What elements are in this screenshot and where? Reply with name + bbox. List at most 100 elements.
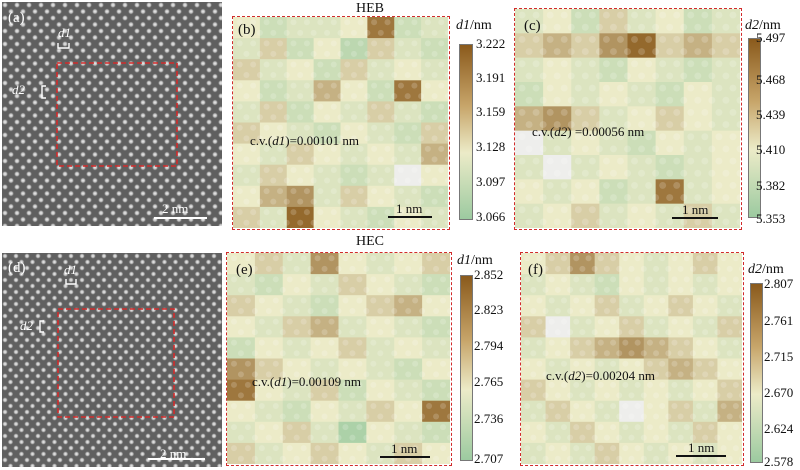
atom-dot	[321, 434, 328, 441]
atom-dot	[446, 350, 450, 357]
atom-dot	[696, 297, 703, 304]
atom-dot	[591, 413, 598, 420]
atom-dot	[237, 371, 244, 378]
atom-dot	[554, 265, 561, 272]
colorbar-tick: 5.439	[756, 107, 786, 122]
atom-dot	[532, 206, 540, 214]
heatmap-cell	[692, 442, 719, 464]
atom-dot	[714, 413, 721, 420]
atom-dot	[694, 218, 702, 226]
atom-dot	[391, 114, 398, 121]
atom-dot	[328, 339, 335, 346]
atom-dot	[250, 188, 257, 195]
atom-dot	[536, 360, 543, 367]
atom-dot	[317, 209, 324, 216]
atom-dot	[335, 286, 342, 293]
heatmap-cell	[227, 274, 256, 296]
atom-dot	[585, 339, 592, 346]
atom-dot	[404, 156, 411, 163]
atom-dot	[708, 48, 716, 56]
atom-dot	[683, 402, 690, 409]
atom-dot	[729, 84, 737, 92]
atom-dot	[364, 219, 371, 226]
atom-dot	[738, 413, 742, 420]
atom-dot	[602, 206, 610, 214]
atom-dot	[293, 455, 300, 462]
heatmap-cell	[254, 253, 284, 275]
atom-dot	[243, 198, 250, 205]
heatmap-cell	[711, 106, 740, 132]
atom-dot	[236, 82, 243, 89]
heatmap-cell	[394, 421, 423, 444]
atom-dot	[532, 35, 540, 43]
heatmap-cell	[515, 9, 544, 34]
heatmap-cell	[394, 59, 422, 81]
atom-dot	[714, 329, 721, 336]
atom-dot	[297, 114, 304, 121]
heatmap-cell	[570, 400, 596, 423]
atom-dot	[729, 206, 737, 214]
atom-dot	[536, 297, 543, 304]
atom-dot	[300, 339, 307, 346]
atom-dot	[653, 308, 660, 315]
atom-dot	[581, 145, 589, 153]
atom-dot	[283, 29, 290, 36]
atom-dot	[701, 60, 709, 68]
atom-dot	[645, 35, 653, 43]
heatmap-cell	[717, 295, 742, 317]
atom-dot	[708, 318, 715, 325]
atom-dot	[349, 392, 356, 399]
heatmap-cell	[668, 400, 694, 423]
atom-dot	[588, 60, 596, 68]
heatmap-cell	[422, 337, 450, 360]
atom-dot	[377, 265, 384, 272]
atom-dot	[314, 445, 321, 452]
atom-dot	[738, 371, 742, 378]
atom-dot	[726, 371, 733, 378]
atom-dot	[317, 188, 324, 195]
atom-dot	[363, 350, 370, 357]
heatmap-cell	[394, 101, 422, 124]
atom-dot	[317, 145, 324, 152]
atom-dot	[356, 445, 363, 452]
atom-dot	[628, 413, 635, 420]
atom-dot	[645, 206, 653, 214]
atom-dot	[391, 371, 398, 378]
heatmap-cell	[545, 295, 571, 317]
atom-dot	[732, 445, 739, 452]
atom-dot	[659, 206, 667, 214]
atom-dot	[357, 188, 364, 195]
atom-dot	[646, 255, 653, 262]
atom-dot	[324, 177, 331, 184]
atom-dot	[622, 339, 629, 346]
atom-dot	[363, 308, 370, 315]
atom-dot	[646, 445, 653, 452]
atom-dot	[391, 308, 398, 315]
atom-dot	[256, 29, 263, 36]
atom-dot	[277, 166, 284, 173]
atom-dot	[344, 19, 351, 26]
atom-dot	[726, 434, 733, 441]
heatmap-cell	[655, 82, 685, 107]
heatmap-cell	[421, 59, 448, 81]
atom-dot	[237, 286, 244, 293]
heatmap-cell	[711, 82, 740, 107]
heatmap-cell	[594, 358, 620, 381]
atom-dot	[283, 72, 290, 79]
atom-dot	[702, 371, 709, 378]
heatmap-cell	[711, 9, 740, 34]
atom-dot	[419, 371, 426, 378]
atom-dot	[567, 72, 575, 80]
atom-dot	[397, 82, 404, 89]
atom-dot	[640, 434, 647, 441]
heatmap-cell	[394, 143, 422, 166]
heatmap-cell	[692, 379, 719, 402]
atom-dot	[244, 381, 251, 388]
atom-dot	[433, 286, 440, 293]
heatmap-cell	[571, 57, 600, 83]
atom-dot	[391, 286, 398, 293]
atom-dot	[317, 19, 324, 26]
atom-dot	[687, 60, 695, 68]
heatmap-cell	[717, 337, 742, 360]
heatmap-cell	[521, 274, 547, 296]
